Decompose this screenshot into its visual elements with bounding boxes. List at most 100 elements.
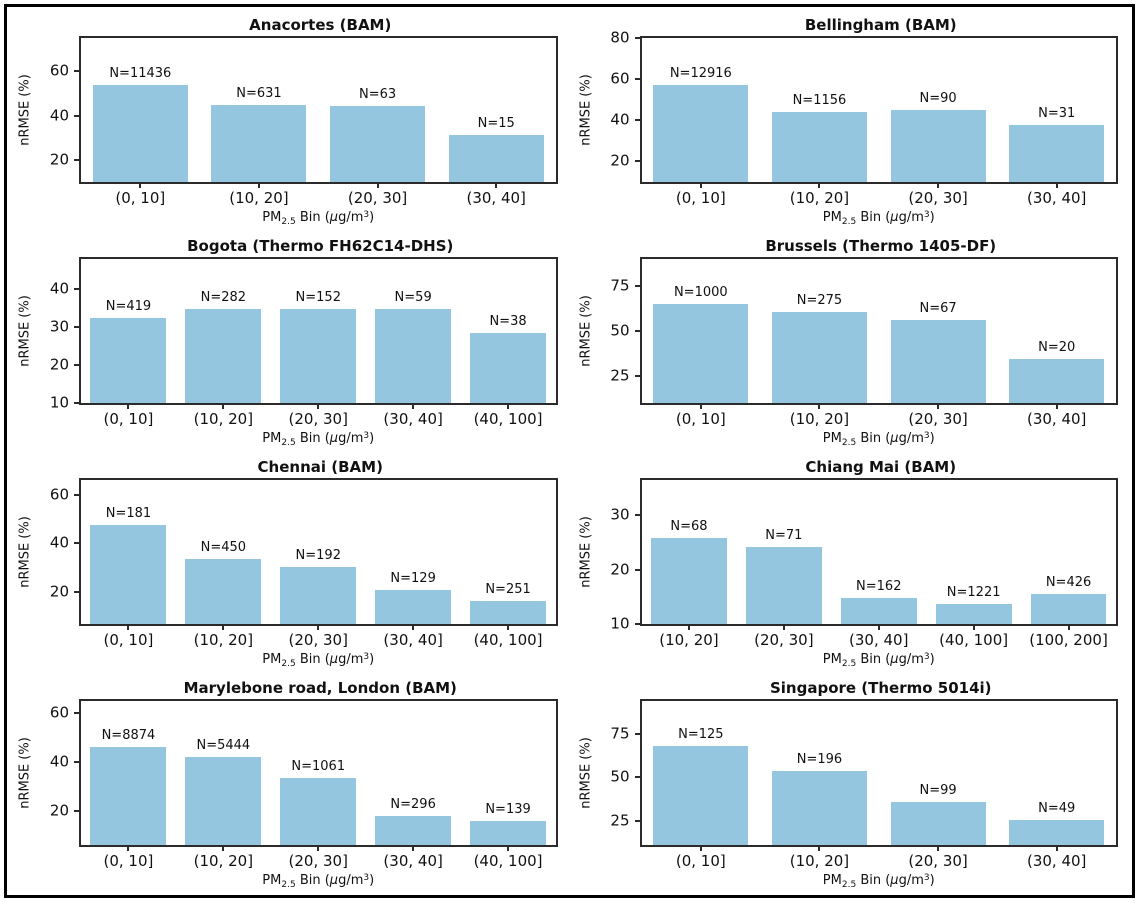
bar: [1030, 594, 1107, 624]
bar: [1009, 819, 1105, 845]
y-tick-mark: [634, 330, 642, 332]
bar-count-label: N=11436: [109, 65, 172, 81]
chart-title: Chiang Mai (BAM): [805, 458, 957, 476]
x-tick-label: (0, 10]: [675, 410, 726, 428]
x-tick-mark: [818, 403, 821, 409]
plot-area: nRMSE (%) 10 20 30 40 N=419 (0, 10] N=282 (10, 2…: [18, 257, 558, 427]
x-tick-mark: [937, 182, 940, 188]
y-tick-mark: [634, 776, 642, 779]
y-axis-label: nRMSE (%): [17, 516, 33, 588]
x-tick-mark: [699, 403, 702, 409]
bar-count-label: N=12916: [669, 66, 732, 82]
bar: [330, 106, 425, 182]
bar: [470, 333, 546, 403]
x-axis-label: PM2.5 Bin (μg/m3): [262, 431, 375, 448]
chart-title: Singapore (Thermo 5014i): [769, 679, 992, 697]
x-tick-mark: [1055, 403, 1058, 409]
bar-count-label: N=162: [856, 578, 902, 594]
y-tick-label: 20: [49, 582, 69, 601]
bar-count-label: N=99: [919, 782, 957, 798]
x-tick-mark: [937, 403, 940, 409]
plot-area: nRMSE (%) 20 40 60 N=8874 (0, 10] N=5444 (10, 2…: [18, 699, 558, 869]
x-tick-mark: [127, 624, 130, 630]
bar: [470, 821, 546, 845]
bar-count-label: N=1000: [673, 285, 728, 300]
y-tick-label: 20: [49, 801, 69, 820]
x-tick-label: (40, 100]: [473, 852, 543, 870]
x-tick-mark: [139, 182, 142, 188]
bar: [280, 309, 357, 403]
figure-frame: Anacortes (BAM) nRMSE (%) 20 40 60 N=11436 (0,…: [4, 4, 1135, 898]
x-tick-mark: [687, 624, 690, 630]
bar-count-label: N=71: [765, 527, 803, 543]
x-tick-label: (0, 10]: [103, 410, 154, 428]
bar-count-label: N=63: [358, 87, 397, 103]
y-tick-mark: [634, 514, 642, 517]
x-tick-mark: [412, 624, 415, 630]
y-tick-mark: [74, 493, 81, 496]
y-tick-mark: [74, 712, 81, 715]
y-tick-label: 60: [49, 485, 69, 504]
bar: [1009, 358, 1105, 403]
bar-count-label: N=15: [477, 116, 515, 132]
bar-count-label: N=426: [1045, 575, 1092, 591]
bar: [185, 559, 262, 624]
bar: [92, 84, 188, 182]
y-tick-label: 50: [610, 767, 630, 786]
x-tick-mark: [495, 182, 498, 188]
bar: [1009, 125, 1105, 182]
x-tick-label: (40, 100]: [473, 631, 543, 649]
y-tick-label: 60: [49, 61, 69, 80]
x-tick-mark: [782, 624, 785, 630]
x-tick-mark: [877, 624, 880, 630]
chart-panel: Brussels (Thermo 1405-DF) nRMSE (%) 25 50 75…: [570, 232, 1131, 453]
x-tick-label: (40, 100]: [939, 631, 1009, 649]
bar-count-label: N=90: [919, 90, 957, 106]
x-tick-mark: [222, 845, 225, 851]
bar: [745, 546, 822, 624]
plot-area: nRMSE (%) 25 50 75 N=125 (0, 10] N=196 (10, 20]…: [578, 699, 1118, 869]
x-tick-label: (30, 40]: [383, 410, 443, 428]
bar: [185, 757, 262, 845]
chart-title: Bogota (Thermo FH62C14-DHS): [187, 237, 454, 255]
y-axis-label: nRMSE (%): [578, 516, 593, 588]
x-tick-label: (20, 30]: [347, 189, 408, 207]
x-tick-label: (100, 200]: [1029, 631, 1108, 649]
x-axis-label: PM2.5 Bin (μg/m3): [262, 652, 375, 669]
x-tick-label: (20, 30]: [908, 852, 968, 870]
y-tick-label: 80: [610, 28, 630, 47]
x-tick-label: (20, 30]: [288, 410, 348, 428]
chart-title: Chennai (BAM): [257, 458, 383, 476]
bar-count-label: N=631: [236, 86, 282, 102]
bar-count-label: N=296: [390, 796, 436, 812]
y-tick-mark: [634, 119, 642, 122]
bar-count-label: N=49: [1038, 800, 1076, 816]
y-tick-mark: [74, 591, 81, 594]
x-axis-label: PM2.5 Bin (μg/m3): [262, 210, 375, 227]
bar-count-label: N=181: [105, 506, 152, 522]
x-tick-label: (30, 40]: [466, 189, 526, 207]
y-tick-label: 10: [610, 614, 630, 633]
bar: [771, 111, 867, 182]
y-tick-mark: [634, 819, 642, 822]
x-tick-mark: [507, 403, 510, 409]
x-tick-mark: [1067, 624, 1070, 630]
y-axis-label: nRMSE (%): [578, 295, 593, 367]
x-tick-mark: [317, 624, 320, 630]
bar: [653, 85, 749, 182]
y-tick-mark: [634, 568, 642, 571]
y-tick-mark: [74, 326, 81, 329]
x-tick-label: (20, 30]: [908, 189, 968, 207]
chart-title: Marylebone road, London (BAM): [183, 679, 457, 697]
bar-count-label: N=1156: [792, 92, 847, 108]
x-tick-label: (30, 40]: [1026, 189, 1087, 207]
chart-panel: Chiang Mai (BAM) nRMSE (%) 10 20 30 N=68 (10, …: [570, 453, 1131, 674]
x-tick-label: (0, 10]: [103, 631, 154, 649]
y-tick-mark: [74, 158, 81, 161]
x-tick-label: (30, 40]: [383, 631, 443, 649]
plot-area: nRMSE (%) 25 50 75 N=1000 (0, 10] N=275 (10, 20…: [578, 257, 1118, 427]
x-tick-mark: [1055, 182, 1058, 188]
x-tick-mark: [127, 845, 130, 851]
x-tick-mark: [699, 182, 702, 188]
x-tick-mark: [937, 845, 940, 851]
